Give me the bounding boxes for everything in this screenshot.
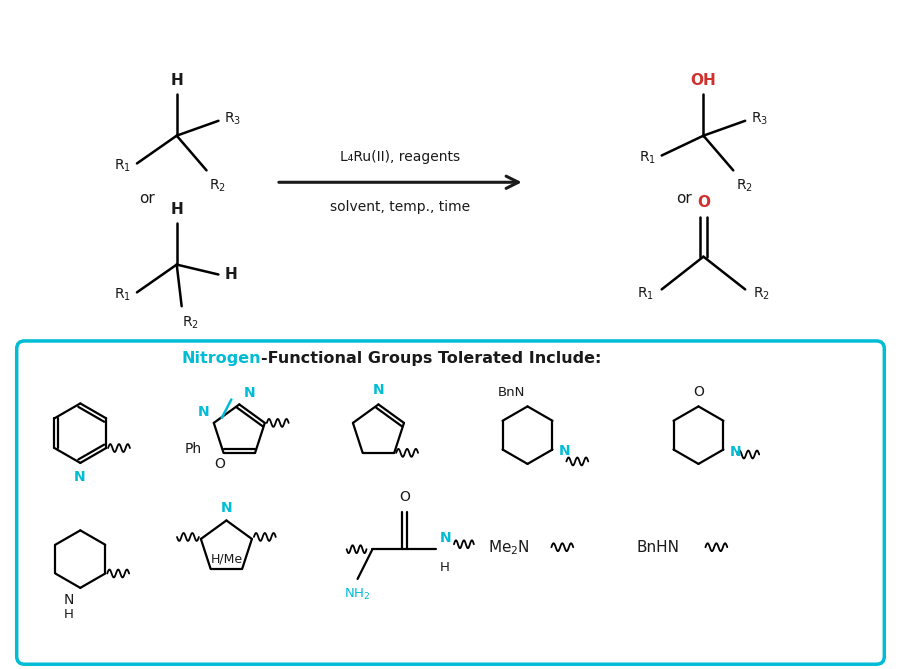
FancyBboxPatch shape bbox=[17, 341, 884, 664]
Text: N: N bbox=[373, 383, 384, 397]
Text: H/Me: H/Me bbox=[210, 552, 242, 565]
Text: N: N bbox=[63, 593, 74, 607]
Text: R$_2$: R$_2$ bbox=[182, 314, 198, 330]
Text: H: H bbox=[63, 607, 73, 621]
Text: N: N bbox=[730, 444, 741, 458]
Text: BnN: BnN bbox=[498, 387, 525, 399]
Text: O: O bbox=[697, 195, 710, 210]
Text: O: O bbox=[693, 385, 704, 399]
Text: R$_2$: R$_2$ bbox=[210, 177, 226, 194]
Text: or: or bbox=[139, 191, 155, 205]
Text: L₄Ru(II), reagents: L₄Ru(II), reagents bbox=[341, 151, 460, 165]
Text: NH$_2$: NH$_2$ bbox=[344, 587, 371, 602]
Text: R$_1$: R$_1$ bbox=[639, 149, 656, 166]
Text: H: H bbox=[170, 73, 183, 88]
Text: H: H bbox=[440, 561, 450, 574]
Text: R$_1$: R$_1$ bbox=[114, 157, 131, 174]
Text: O: O bbox=[399, 490, 410, 504]
Text: N: N bbox=[440, 531, 451, 545]
Text: N: N bbox=[198, 405, 210, 419]
Text: R$_3$: R$_3$ bbox=[224, 110, 241, 127]
Text: N: N bbox=[559, 444, 570, 458]
Text: R$_1$: R$_1$ bbox=[114, 286, 131, 302]
Text: R$_1$: R$_1$ bbox=[637, 285, 654, 302]
Text: N: N bbox=[74, 470, 85, 484]
Text: Ph: Ph bbox=[185, 442, 202, 456]
Text: Nitrogen: Nitrogen bbox=[181, 351, 261, 367]
Text: H: H bbox=[170, 202, 183, 217]
Text: N: N bbox=[243, 387, 255, 401]
Text: R$_2$: R$_2$ bbox=[736, 177, 753, 194]
Text: -Functional Groups Tolerated Include:: -Functional Groups Tolerated Include: bbox=[261, 351, 602, 367]
Text: solvent, temp., time: solvent, temp., time bbox=[331, 200, 470, 214]
Text: O: O bbox=[214, 457, 225, 471]
Text: or: or bbox=[676, 191, 691, 205]
Text: R$_3$: R$_3$ bbox=[751, 110, 769, 127]
Text: BnHN: BnHN bbox=[637, 540, 680, 555]
Text: R$_2$: R$_2$ bbox=[753, 285, 770, 302]
Text: H: H bbox=[224, 267, 237, 282]
Text: OH: OH bbox=[690, 73, 716, 88]
Text: Me$_2$N: Me$_2$N bbox=[487, 538, 530, 557]
Text: N: N bbox=[221, 502, 232, 516]
